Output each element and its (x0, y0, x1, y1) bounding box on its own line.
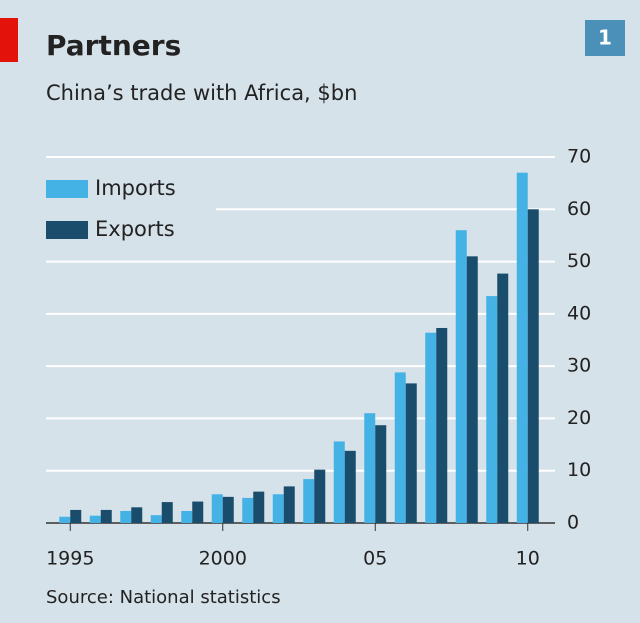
chart-subtitle: China’s trade with Africa, $bn (46, 81, 357, 105)
bar (425, 332, 437, 523)
legend-swatch (46, 221, 88, 239)
bar (466, 256, 478, 523)
bar (375, 425, 387, 523)
bar (405, 383, 417, 523)
bar (253, 491, 265, 523)
bar (100, 509, 112, 523)
bar (333, 441, 345, 523)
bar (242, 497, 254, 523)
bar (181, 510, 193, 523)
bar (192, 501, 204, 523)
bar (303, 479, 315, 523)
bar (314, 469, 326, 523)
bar (211, 494, 223, 523)
badge: 1 (598, 26, 612, 50)
y-tick-label: 70 (567, 146, 591, 168)
legend-label: Imports (95, 176, 176, 200)
legend-swatch (46, 180, 88, 198)
bar (59, 516, 71, 523)
x-tick-label: 2000 (199, 548, 247, 570)
bar (436, 327, 448, 523)
bar (150, 515, 162, 523)
bar (455, 230, 467, 523)
y-tick-label: 40 (567, 302, 591, 324)
y-tick-label: 50 (567, 250, 591, 272)
bar (283, 486, 295, 523)
y-tick-label: 0 (567, 512, 579, 534)
bar (527, 209, 539, 524)
x-tick-label: 10 (516, 548, 540, 570)
y-tick-label: 30 (567, 355, 591, 377)
source: Source: National statistics (46, 587, 281, 608)
bar (222, 496, 234, 523)
bar (364, 413, 376, 523)
bar (70, 509, 82, 523)
bar (497, 273, 509, 523)
bar (516, 172, 528, 523)
bar (486, 296, 498, 523)
bar (89, 515, 101, 523)
y-tick-label: 10 (567, 459, 591, 481)
chart-title: Partners (46, 29, 181, 62)
legend-label: Exports (95, 217, 175, 241)
y-tick-label: 20 (567, 407, 591, 429)
y-tick-label: 60 (567, 198, 591, 220)
bar (344, 450, 356, 523)
bar (161, 502, 173, 523)
badge-box (585, 20, 625, 56)
bar (131, 507, 143, 523)
bar (272, 494, 284, 523)
x-tick-label: 05 (363, 548, 387, 570)
bar (120, 510, 132, 523)
red-tag (0, 18, 18, 62)
bar (394, 372, 406, 523)
x-tick-label: 1995 (46, 548, 94, 570)
